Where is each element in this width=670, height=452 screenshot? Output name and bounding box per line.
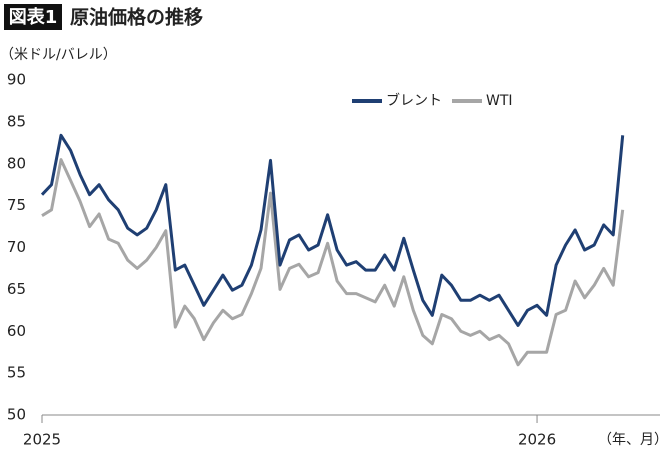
x-tick-label: 2025 — [23, 431, 61, 449]
chart-title: 原油価格の推移 — [70, 6, 203, 29]
y-axis-label: （米ドル/バレル） — [0, 47, 117, 63]
legend-label: ブレント — [386, 92, 442, 109]
y-tick-label: 70 — [7, 238, 26, 256]
y-tick-label: 60 — [7, 322, 26, 340]
y-tick-label: 80 — [7, 154, 26, 172]
y-tick-label: 75 — [7, 196, 26, 214]
y-tick-label: 90 — [7, 71, 26, 89]
y-tick-label: 55 — [7, 364, 26, 382]
series-line — [40, 133, 625, 327]
series-line — [41, 158, 625, 367]
x-axis-label: （年、月） — [598, 432, 668, 448]
x-tick-label: 2026 — [518, 431, 556, 449]
legend-label: WTI — [486, 93, 513, 109]
title-badge — [4, 4, 62, 30]
y-tick-label: 65 — [7, 280, 26, 298]
y-tick-label: 50 — [7, 406, 26, 424]
title-label: 図表1 — [9, 6, 58, 28]
y-tick-label: 85 — [7, 112, 26, 130]
